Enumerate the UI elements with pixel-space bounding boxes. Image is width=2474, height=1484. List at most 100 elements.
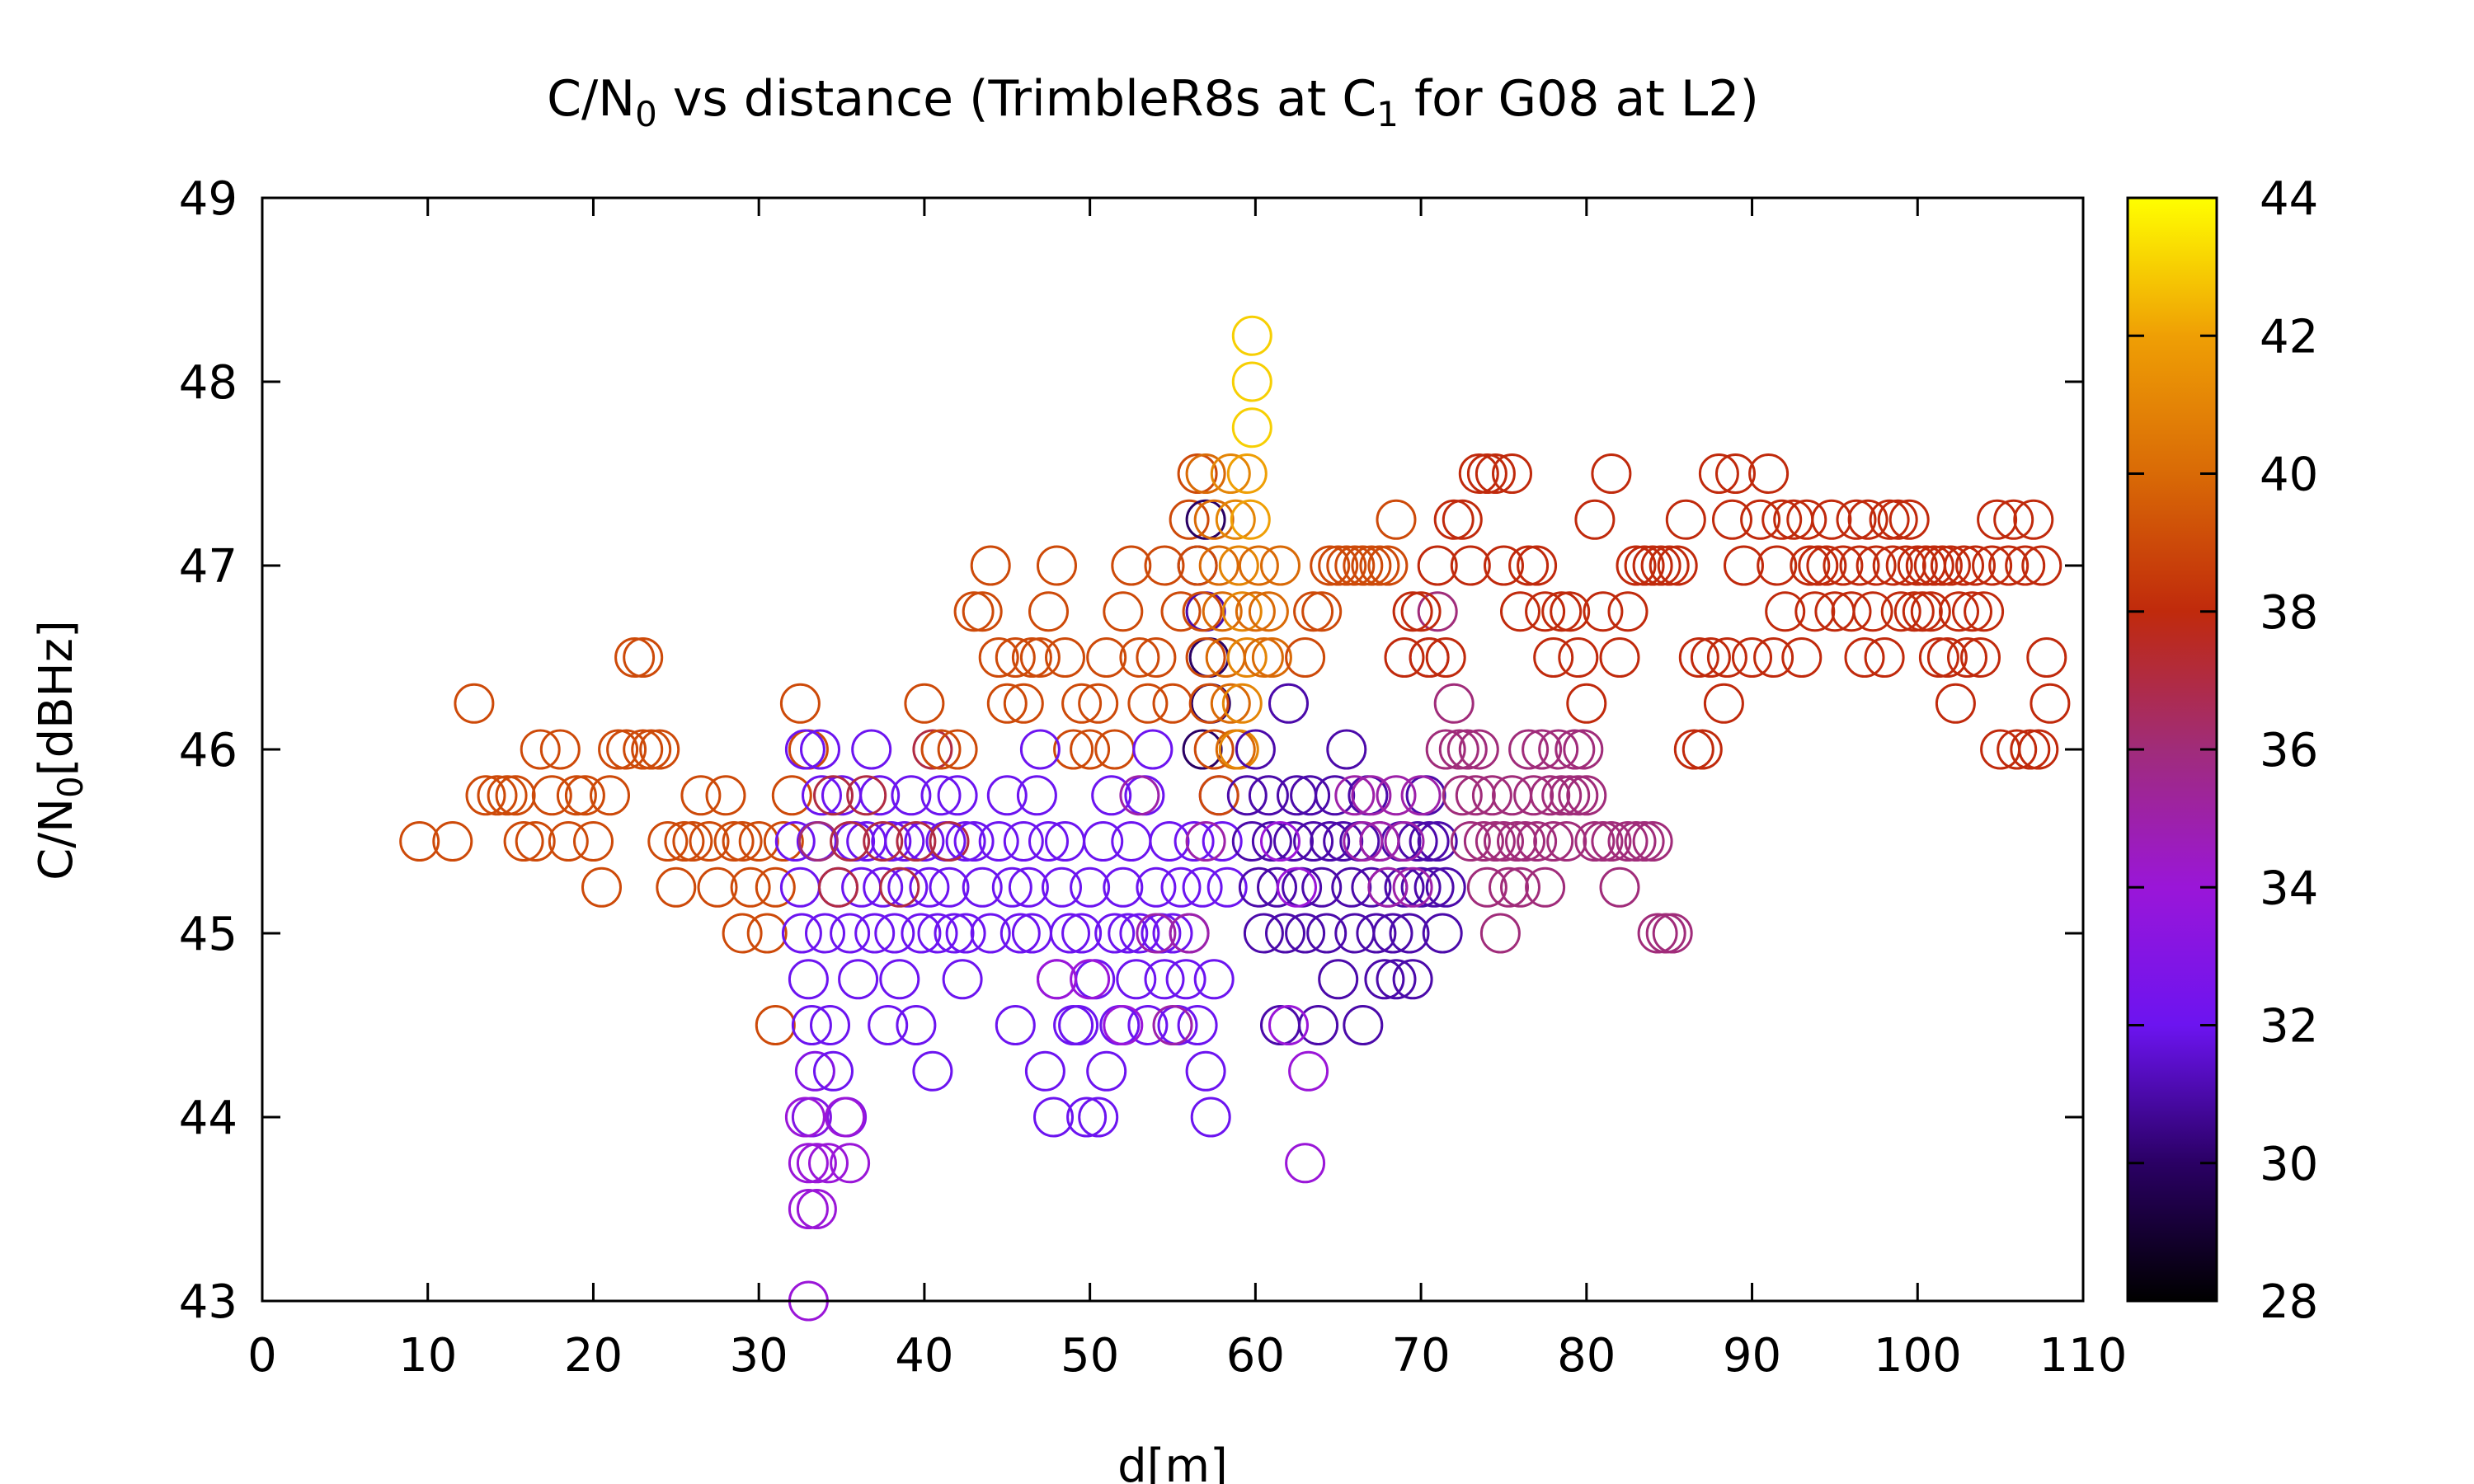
scatter-point <box>1599 637 1640 678</box>
scatter-point <box>978 637 1019 678</box>
y-axis-label: C/N0[dBHz] <box>30 620 91 881</box>
scatter-point <box>1285 637 1326 678</box>
scatter-point <box>1042 866 1082 908</box>
scatter-point <box>1980 729 2021 770</box>
scatter-point <box>1944 545 1984 586</box>
x-axis: 0 10 20 30 40 50 60 70 80 90 100 110 <box>247 198 2127 1383</box>
scatter-point <box>945 913 986 954</box>
scatter-point <box>1235 591 1276 632</box>
scatter-point <box>1525 866 1566 908</box>
scatter-point <box>1538 729 1579 770</box>
scatter-point <box>539 729 581 770</box>
scatter-point <box>1152 1005 1193 1045</box>
scatter-point <box>1926 637 1968 678</box>
scatter-point <box>1425 729 1466 770</box>
scatter-point <box>912 729 953 770</box>
scatter-point <box>1673 729 1714 770</box>
scatter-point <box>1678 637 1719 678</box>
scatter-point <box>934 913 975 954</box>
scatter-point <box>937 729 978 770</box>
scatter-point <box>1489 866 1529 908</box>
scatter-point <box>1091 775 1132 816</box>
scatter-point <box>937 775 978 816</box>
scatter-point <box>1712 499 1752 540</box>
scatter-point <box>1221 591 1263 632</box>
scatter-point <box>1306 913 1348 954</box>
scatter-point <box>1231 315 1272 356</box>
scatter-point <box>1160 866 1202 908</box>
scatter-point <box>1893 591 1935 632</box>
scatter-point <box>818 866 858 908</box>
scatter-point <box>697 866 738 908</box>
scatter-point <box>722 821 763 862</box>
scatter-point <box>1413 866 1455 908</box>
scatter-point <box>1740 499 1781 540</box>
scatter-point <box>1591 821 1632 862</box>
x-tick-label: 50 <box>1061 1329 1119 1383</box>
scatter-point <box>1177 545 1218 586</box>
scatter-point <box>962 866 1003 908</box>
scatter-point <box>1315 775 1356 816</box>
scatter-point <box>1182 866 1223 908</box>
scatter-point <box>1343 821 1384 862</box>
scatter-point <box>909 866 950 908</box>
scatter-point <box>1193 729 1235 770</box>
scatter-point <box>1442 775 1483 816</box>
scatter-point <box>1500 866 1540 908</box>
scatter-point <box>1310 821 1351 862</box>
scatter-point <box>1500 591 1540 632</box>
x-tick-label: 110 <box>2039 1329 2128 1383</box>
scatter-point <box>1864 637 1905 678</box>
scatter-point <box>1392 591 1433 632</box>
scatter-point <box>891 775 932 816</box>
scatter-point <box>1417 821 1458 862</box>
scatter-point <box>953 591 995 632</box>
scatter-point <box>1525 591 1566 632</box>
scatter-point <box>515 821 556 862</box>
scatter-point <box>503 821 544 862</box>
scatter-point <box>1869 499 1910 540</box>
scatter-point <box>1070 729 1111 770</box>
scatter-point <box>399 821 440 862</box>
scatter-point <box>1417 545 1458 586</box>
scatter-point <box>1583 591 1624 632</box>
scatter-point <box>1508 545 1550 586</box>
scatter-point <box>771 775 812 816</box>
scatter-point <box>830 1143 871 1184</box>
scatter-point <box>1376 499 1417 540</box>
scatter-point <box>623 637 664 678</box>
scatter-point <box>1902 591 1943 632</box>
scatter-point <box>784 1097 825 1138</box>
scatter-point <box>581 866 622 908</box>
scatter-point <box>2030 683 2071 724</box>
scatter-point <box>901 913 942 954</box>
scatter-point <box>1400 866 1442 908</box>
scatter-point <box>1226 453 1268 494</box>
scatter-point <box>1652 913 1693 954</box>
scatter-point <box>1616 545 1657 586</box>
scatter-point <box>1484 821 1524 862</box>
scatter-point <box>1334 913 1376 954</box>
scatter-point <box>1053 729 1094 770</box>
scatter-point <box>1215 499 1256 540</box>
scatter-point <box>556 775 597 816</box>
scatter-point <box>813 1050 854 1092</box>
scatter-point <box>920 775 962 816</box>
scatter-point <box>1103 1005 1144 1045</box>
scatter-point <box>454 683 495 724</box>
scatter-point <box>1343 1005 1384 1045</box>
scatter-point <box>800 729 840 770</box>
scatter-point <box>1326 545 1367 586</box>
scatter-point <box>1028 821 1069 862</box>
scatter-point <box>1988 545 2030 586</box>
scatter-point <box>1045 637 1085 678</box>
scatter-point <box>1649 545 1690 586</box>
scatter-point <box>1475 821 1516 862</box>
colorbar-tick-label: 28 <box>2260 1275 2318 1329</box>
x-tick-label: 60 <box>1226 1329 1285 1383</box>
scatter-point <box>1930 545 1971 586</box>
scatter-point <box>1508 729 1550 770</box>
scatter-point <box>1033 1097 1074 1138</box>
scatter-point <box>1724 545 1764 586</box>
colorbar-tick-label: 30 <box>2260 1138 2318 1191</box>
